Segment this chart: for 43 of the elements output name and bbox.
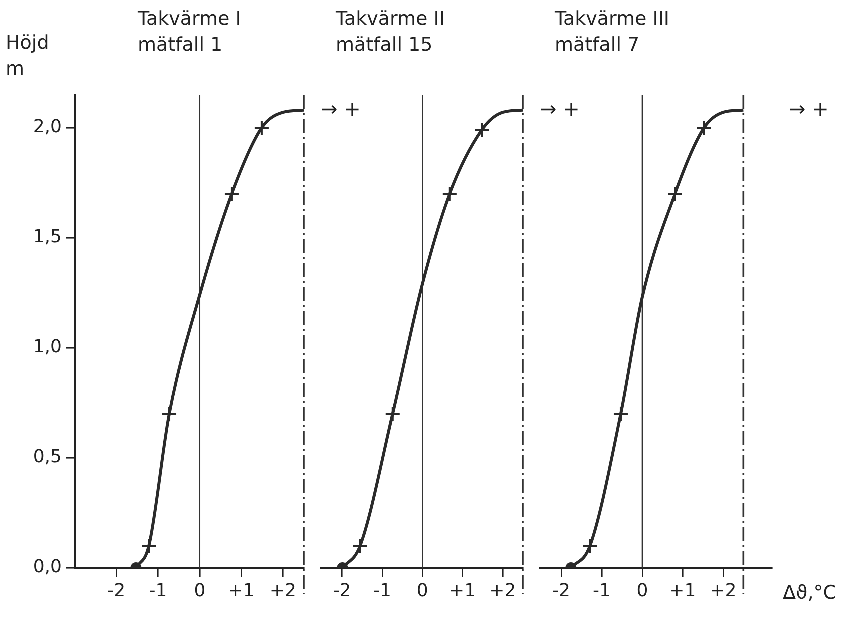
- chart-title: Takvärme I: [138, 7, 242, 32]
- x-tick-label: -2: [333, 580, 352, 602]
- point: [667, 186, 684, 202]
- y-axis-title: Höjd m: [6, 31, 50, 82]
- x-tick-label: -1: [149, 580, 168, 602]
- y-tick-label: 2,0: [33, 116, 62, 138]
- x-tick-label: +1: [228, 580, 255, 602]
- y-tick-label: 0,0: [33, 556, 62, 578]
- point: [254, 120, 270, 136]
- chart-title: Takvärme II: [336, 7, 445, 32]
- chart-subtitle: mätfall 15: [336, 33, 434, 58]
- point: [582, 538, 598, 554]
- point: [224, 186, 240, 202]
- chart-title: Takvärme III: [555, 7, 670, 32]
- x-tick-label: +1: [670, 580, 696, 602]
- x-tick-label: +2: [270, 580, 296, 602]
- annotation: → +: [540, 96, 580, 122]
- y-tick-label: 1,5: [33, 226, 62, 248]
- x-tick-label: 0: [636, 580, 648, 602]
- point: [442, 186, 458, 202]
- point: [612, 406, 629, 422]
- x-tick-label: -2: [552, 580, 570, 602]
- point: [352, 538, 368, 554]
- x-tick-label: 0: [194, 580, 206, 602]
- x-tick-label: +2: [710, 580, 737, 602]
- x-tick-label: +1: [449, 580, 476, 602]
- point: [162, 406, 178, 422]
- x-tick-label: +2: [490, 580, 516, 602]
- x-tick-label: -2: [108, 580, 126, 602]
- x-axis-title: Δϑ,°C: [783, 581, 837, 606]
- point: [384, 406, 401, 422]
- text: → +: [789, 96, 829, 122]
- x-tick-label: -1: [592, 580, 611, 602]
- point: [474, 122, 490, 138]
- chart-subtitle: mätfall 7: [555, 33, 641, 58]
- y-tick-label: 1,0: [33, 336, 62, 358]
- annotation: → +: [321, 96, 361, 122]
- x-tick-label: 0: [416, 580, 428, 602]
- point: [696, 120, 712, 136]
- point: [141, 538, 158, 554]
- x-tick-label: -1: [373, 580, 392, 602]
- chart-subtitle: mätfall 1: [138, 33, 224, 58]
- y-tick-label: 0,5: [33, 446, 62, 468]
